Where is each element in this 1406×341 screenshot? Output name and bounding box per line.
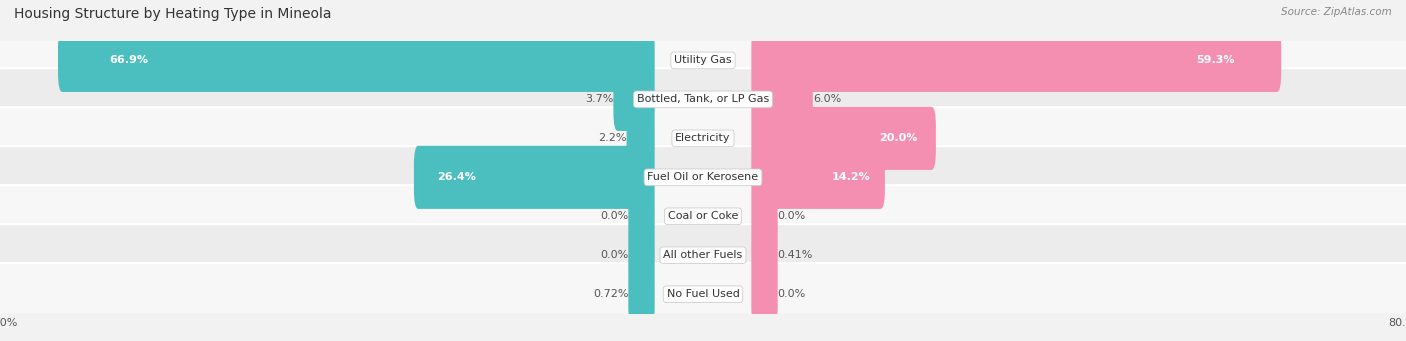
FancyBboxPatch shape bbox=[0, 29, 1406, 92]
Text: Electricity: Electricity bbox=[675, 133, 731, 143]
FancyBboxPatch shape bbox=[628, 224, 655, 287]
FancyBboxPatch shape bbox=[751, 185, 778, 248]
Text: 26.4%: 26.4% bbox=[437, 172, 475, 182]
Text: 3.7%: 3.7% bbox=[585, 94, 613, 104]
FancyBboxPatch shape bbox=[751, 263, 778, 326]
Text: 0.41%: 0.41% bbox=[778, 250, 813, 260]
FancyBboxPatch shape bbox=[751, 29, 1281, 92]
FancyBboxPatch shape bbox=[751, 107, 936, 170]
Text: 14.2%: 14.2% bbox=[832, 172, 870, 182]
Text: Bottled, Tank, or LP Gas: Bottled, Tank, or LP Gas bbox=[637, 94, 769, 104]
FancyBboxPatch shape bbox=[0, 185, 1406, 248]
Text: 6.0%: 6.0% bbox=[813, 94, 841, 104]
FancyBboxPatch shape bbox=[413, 146, 655, 209]
FancyBboxPatch shape bbox=[751, 146, 884, 209]
FancyBboxPatch shape bbox=[628, 263, 655, 326]
FancyBboxPatch shape bbox=[0, 263, 1406, 325]
Text: Fuel Oil or Kerosene: Fuel Oil or Kerosene bbox=[647, 172, 759, 182]
Text: Source: ZipAtlas.com: Source: ZipAtlas.com bbox=[1281, 7, 1392, 17]
FancyBboxPatch shape bbox=[627, 107, 655, 170]
Text: 0.0%: 0.0% bbox=[778, 289, 806, 299]
Text: 66.9%: 66.9% bbox=[110, 55, 149, 65]
FancyBboxPatch shape bbox=[751, 68, 813, 131]
Text: 20.0%: 20.0% bbox=[879, 133, 917, 143]
Text: Utility Gas: Utility Gas bbox=[675, 55, 731, 65]
Text: 59.3%: 59.3% bbox=[1197, 55, 1234, 65]
FancyBboxPatch shape bbox=[0, 146, 1406, 208]
FancyBboxPatch shape bbox=[0, 107, 1406, 169]
FancyBboxPatch shape bbox=[0, 68, 1406, 131]
Text: 0.72%: 0.72% bbox=[593, 289, 628, 299]
Text: 0.0%: 0.0% bbox=[600, 250, 628, 260]
Text: Housing Structure by Heating Type in Mineola: Housing Structure by Heating Type in Min… bbox=[14, 7, 332, 21]
FancyBboxPatch shape bbox=[751, 224, 778, 287]
FancyBboxPatch shape bbox=[0, 224, 1406, 286]
Text: 2.2%: 2.2% bbox=[598, 133, 627, 143]
FancyBboxPatch shape bbox=[58, 29, 655, 92]
Text: 0.0%: 0.0% bbox=[778, 211, 806, 221]
FancyBboxPatch shape bbox=[628, 185, 655, 248]
Text: No Fuel Used: No Fuel Used bbox=[666, 289, 740, 299]
FancyBboxPatch shape bbox=[613, 68, 655, 131]
Text: Coal or Coke: Coal or Coke bbox=[668, 211, 738, 221]
Text: 0.0%: 0.0% bbox=[600, 211, 628, 221]
Text: All other Fuels: All other Fuels bbox=[664, 250, 742, 260]
